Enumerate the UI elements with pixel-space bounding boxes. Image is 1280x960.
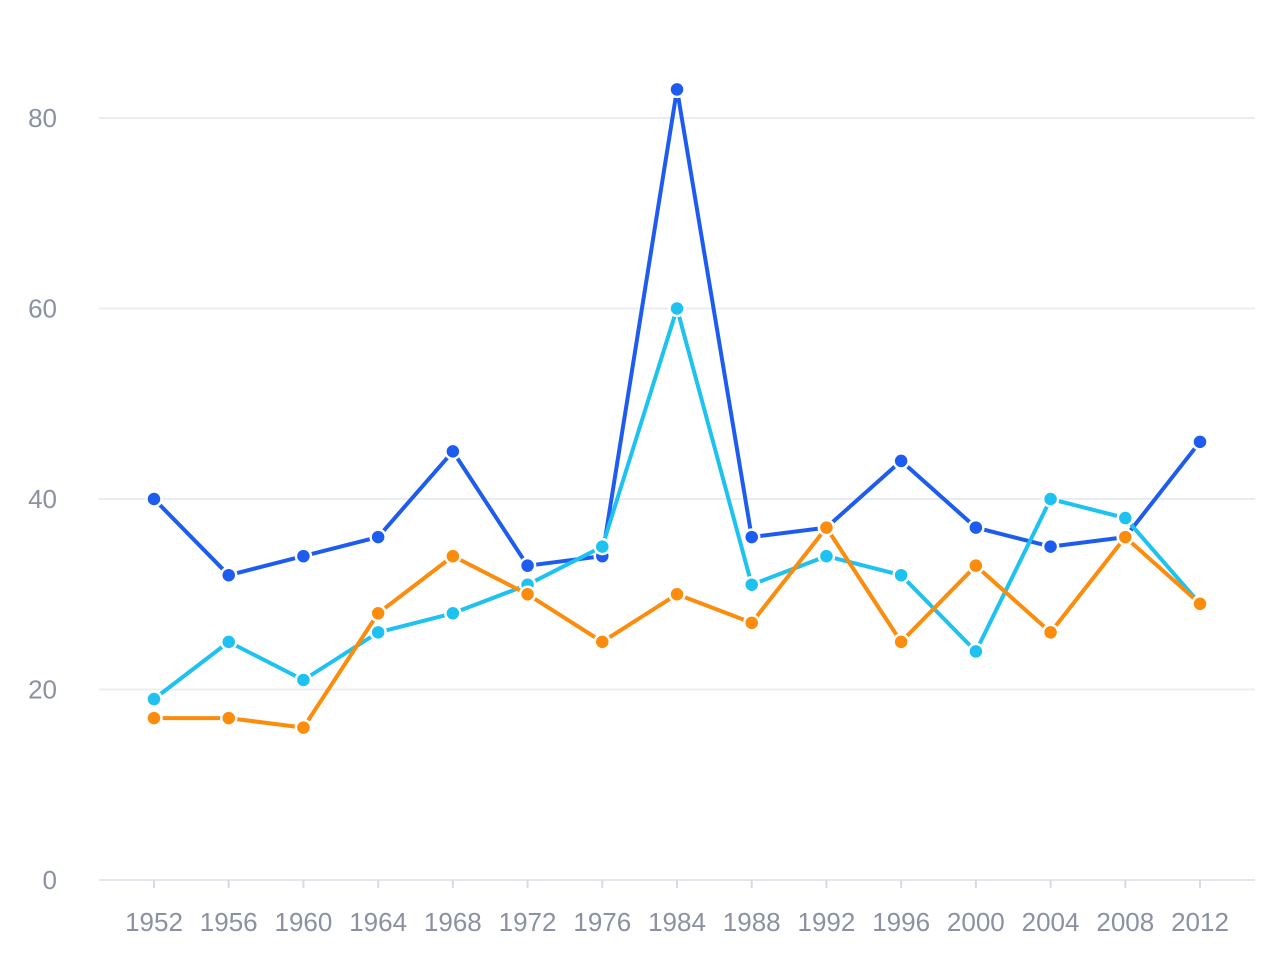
y-tick-label: 40 [28,484,57,514]
data-point[interactable] [369,528,387,546]
data-point[interactable] [1116,528,1135,546]
data-point[interactable] [892,566,910,584]
data-point[interactable] [967,642,985,661]
x-tick-label: 1992 [798,907,856,937]
series-line-1 [152,306,1202,701]
x-tick-label: 1976 [573,907,631,937]
data-point[interactable] [369,623,387,642]
x-tick-label: 1952 [125,907,183,937]
data-point[interactable] [817,547,836,565]
x-tick-label: 1988 [723,907,781,937]
data-point[interactable] [444,442,462,461]
data-point[interactable] [294,718,313,737]
x-tick-label: 1960 [275,907,333,937]
data-point[interactable] [444,547,462,565]
data-point[interactable] [967,518,985,537]
data-point[interactable] [742,575,761,594]
data-point[interactable] [967,556,985,575]
data-point[interactable] [593,537,612,556]
data-point[interactable] [668,585,686,603]
data-point[interactable] [145,490,163,508]
data-point[interactable] [1191,433,1209,451]
data-point[interactable] [1041,623,1060,642]
data-point[interactable] [294,671,313,689]
series-2 [145,518,1209,737]
data-point[interactable] [145,690,163,708]
data-point[interactable] [444,604,462,623]
y-tick-labels: 0 20 40 60 80 [28,103,57,895]
x-tick-label: 1972 [499,907,557,937]
y-tick-label: 80 [28,103,57,133]
x-tick-label: 1996 [872,907,930,937]
x-tick-label: 1968 [424,907,482,937]
data-point[interactable] [518,556,537,575]
data-point[interactable] [369,604,387,623]
data-point[interactable] [219,633,238,651]
x-tick-label: 1964 [349,907,407,937]
x-tick-label: 2008 [1096,907,1154,937]
data-point[interactable] [145,709,163,727]
grid-layer [99,117,1255,691]
y-tick-label: 0 [43,865,57,895]
x-tick-label: 1984 [648,907,706,937]
data-point[interactable] [892,452,910,470]
data-point[interactable] [1041,490,1060,508]
data-point[interactable] [219,709,238,727]
axis-layer [99,879,1255,888]
x-tick-label: 2012 [1171,907,1229,937]
data-point[interactable] [294,547,313,565]
data-point[interactable] [1191,595,1209,613]
x-tick-label: 2004 [1022,907,1080,937]
x-tick-label: 2000 [947,907,1005,937]
data-point[interactable] [742,614,761,632]
data-point[interactable] [219,566,238,584]
data-point[interactable] [817,518,836,537]
data-point[interactable] [668,299,686,318]
y-tick-label: 20 [28,675,57,705]
data-point[interactable] [1116,509,1135,527]
data-point[interactable] [1041,537,1060,556]
series-1 [145,299,1209,708]
x-tick-labels: 1952 1956 1960 1964 1968 1972 1976 1984 1988 1992… [125,907,1229,937]
data-point[interactable] [593,633,612,651]
y-tick-label: 60 [28,294,57,324]
x-tick-label: 1956 [200,907,258,937]
series-layer [145,80,1209,737]
data-point[interactable] [892,633,910,651]
data-point[interactable] [518,585,537,603]
data-point[interactable] [668,80,686,99]
data-point[interactable] [742,528,761,546]
